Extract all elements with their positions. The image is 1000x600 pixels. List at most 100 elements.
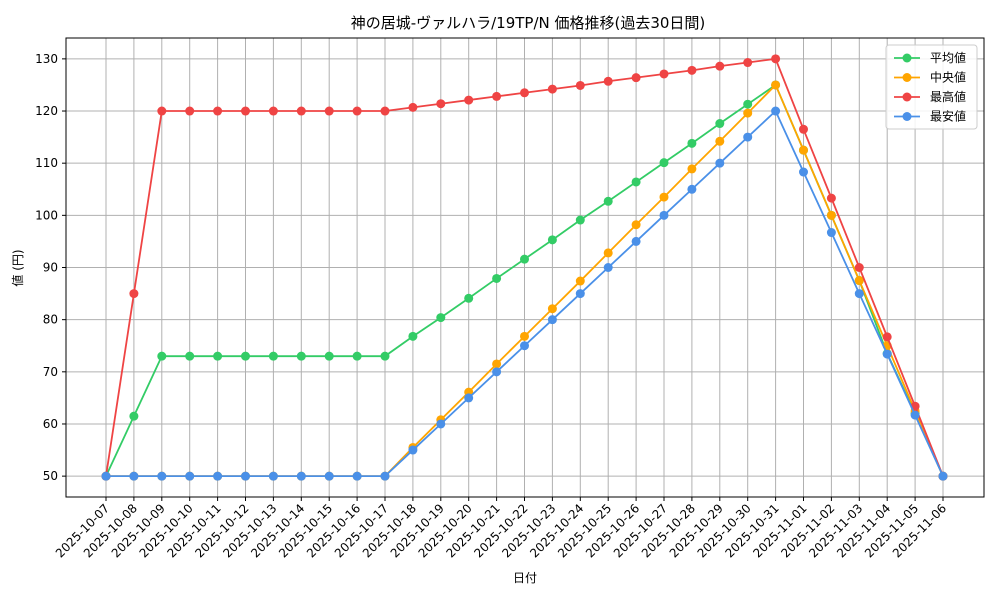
data-point [492, 273, 502, 283]
data-point [296, 106, 306, 116]
data-point [771, 106, 781, 116]
y-tick-label: 120 [35, 104, 58, 118]
y-tick-label: 70 [43, 365, 58, 379]
data-point [603, 248, 613, 258]
data-point [520, 88, 529, 98]
data-point [547, 84, 557, 94]
data-point [408, 445, 418, 455]
data-point [771, 54, 781, 64]
data-point [659, 158, 669, 168]
legend-box [885, 44, 978, 130]
data-point [520, 341, 529, 351]
data-point [659, 69, 669, 79]
data-point [408, 331, 418, 341]
data-point [882, 349, 892, 359]
legend-label: 平均値 [930, 50, 966, 65]
data-point [352, 471, 362, 481]
data-point [464, 393, 474, 403]
data-point [464, 95, 474, 105]
data-point [910, 410, 920, 420]
data-point [603, 263, 613, 272]
data-point [241, 106, 250, 116]
legend-marker [902, 92, 912, 102]
data-point [129, 289, 139, 299]
data-point [547, 235, 557, 245]
data-point [129, 471, 139, 481]
data-point [268, 106, 278, 116]
y-axis-label: 値 (円) [10, 249, 25, 286]
data-point [687, 65, 697, 75]
data-point [826, 228, 836, 238]
data-point [213, 106, 223, 116]
data-point [520, 254, 529, 264]
data-point [213, 471, 223, 481]
data-point [492, 359, 502, 369]
data-point [547, 304, 557, 314]
y-tick-label: 100 [35, 208, 58, 222]
data-point [352, 106, 362, 116]
data-point [157, 106, 167, 116]
data-point [687, 184, 697, 194]
data-point [157, 471, 167, 481]
x-axis-label: 日付 [513, 571, 537, 585]
data-point [743, 108, 753, 118]
data-point [380, 106, 390, 116]
data-point [659, 210, 669, 220]
data-point [492, 91, 502, 101]
data-point [715, 119, 725, 129]
data-point [743, 132, 753, 142]
grid [66, 38, 984, 497]
y-tick-label: 110 [35, 156, 58, 170]
data-point [241, 351, 250, 361]
data-point [101, 471, 111, 481]
data-point [436, 419, 446, 429]
data-point [603, 76, 613, 86]
data-point [882, 332, 892, 342]
data-point [575, 289, 585, 299]
data-point [854, 289, 864, 299]
data-point [799, 167, 808, 177]
data-point [799, 145, 808, 155]
data-point [352, 351, 362, 361]
data-point [603, 196, 613, 206]
data-point [547, 315, 557, 325]
series-最安値 [101, 106, 948, 481]
data-point [575, 276, 585, 286]
data-point [687, 138, 697, 148]
x-axis-ticks: 2025-10-072025-10-082025-10-092025-10-10… [53, 497, 949, 560]
data-point [436, 99, 446, 109]
data-point [492, 367, 502, 377]
y-tick-label: 80 [43, 313, 58, 327]
legend-marker [902, 53, 912, 63]
data-point [854, 263, 864, 272]
data-point [520, 331, 529, 341]
y-axis-ticks: 50 60 70 80 90 100 110 120 130 [35, 52, 66, 483]
y-tick-label: 130 [35, 52, 58, 66]
data-point [743, 58, 753, 68]
data-point [826, 210, 836, 220]
legend-label: 最高値 [930, 89, 966, 104]
data-point [268, 351, 278, 361]
data-point [631, 236, 641, 246]
chart-title: 神の居城-ヴァルハラ/19TP/N 価格推移(過去30日間) [351, 14, 706, 32]
data-point [715, 158, 725, 168]
data-point [129, 411, 139, 421]
data-point [464, 293, 474, 303]
data-point [854, 276, 864, 286]
data-point [268, 471, 278, 481]
data-point [575, 80, 585, 90]
y-tick-label: 60 [43, 417, 58, 431]
legend-label: 最安値 [930, 109, 966, 124]
data-point [185, 351, 195, 361]
data-point [324, 106, 334, 116]
data-point [631, 73, 641, 83]
data-point [715, 136, 725, 146]
data-point [213, 351, 223, 361]
data-point [296, 471, 306, 481]
legend-marker [902, 112, 912, 121]
data-point [380, 471, 390, 481]
data-point [185, 106, 195, 116]
data-point [799, 124, 808, 134]
data-point [771, 80, 781, 90]
